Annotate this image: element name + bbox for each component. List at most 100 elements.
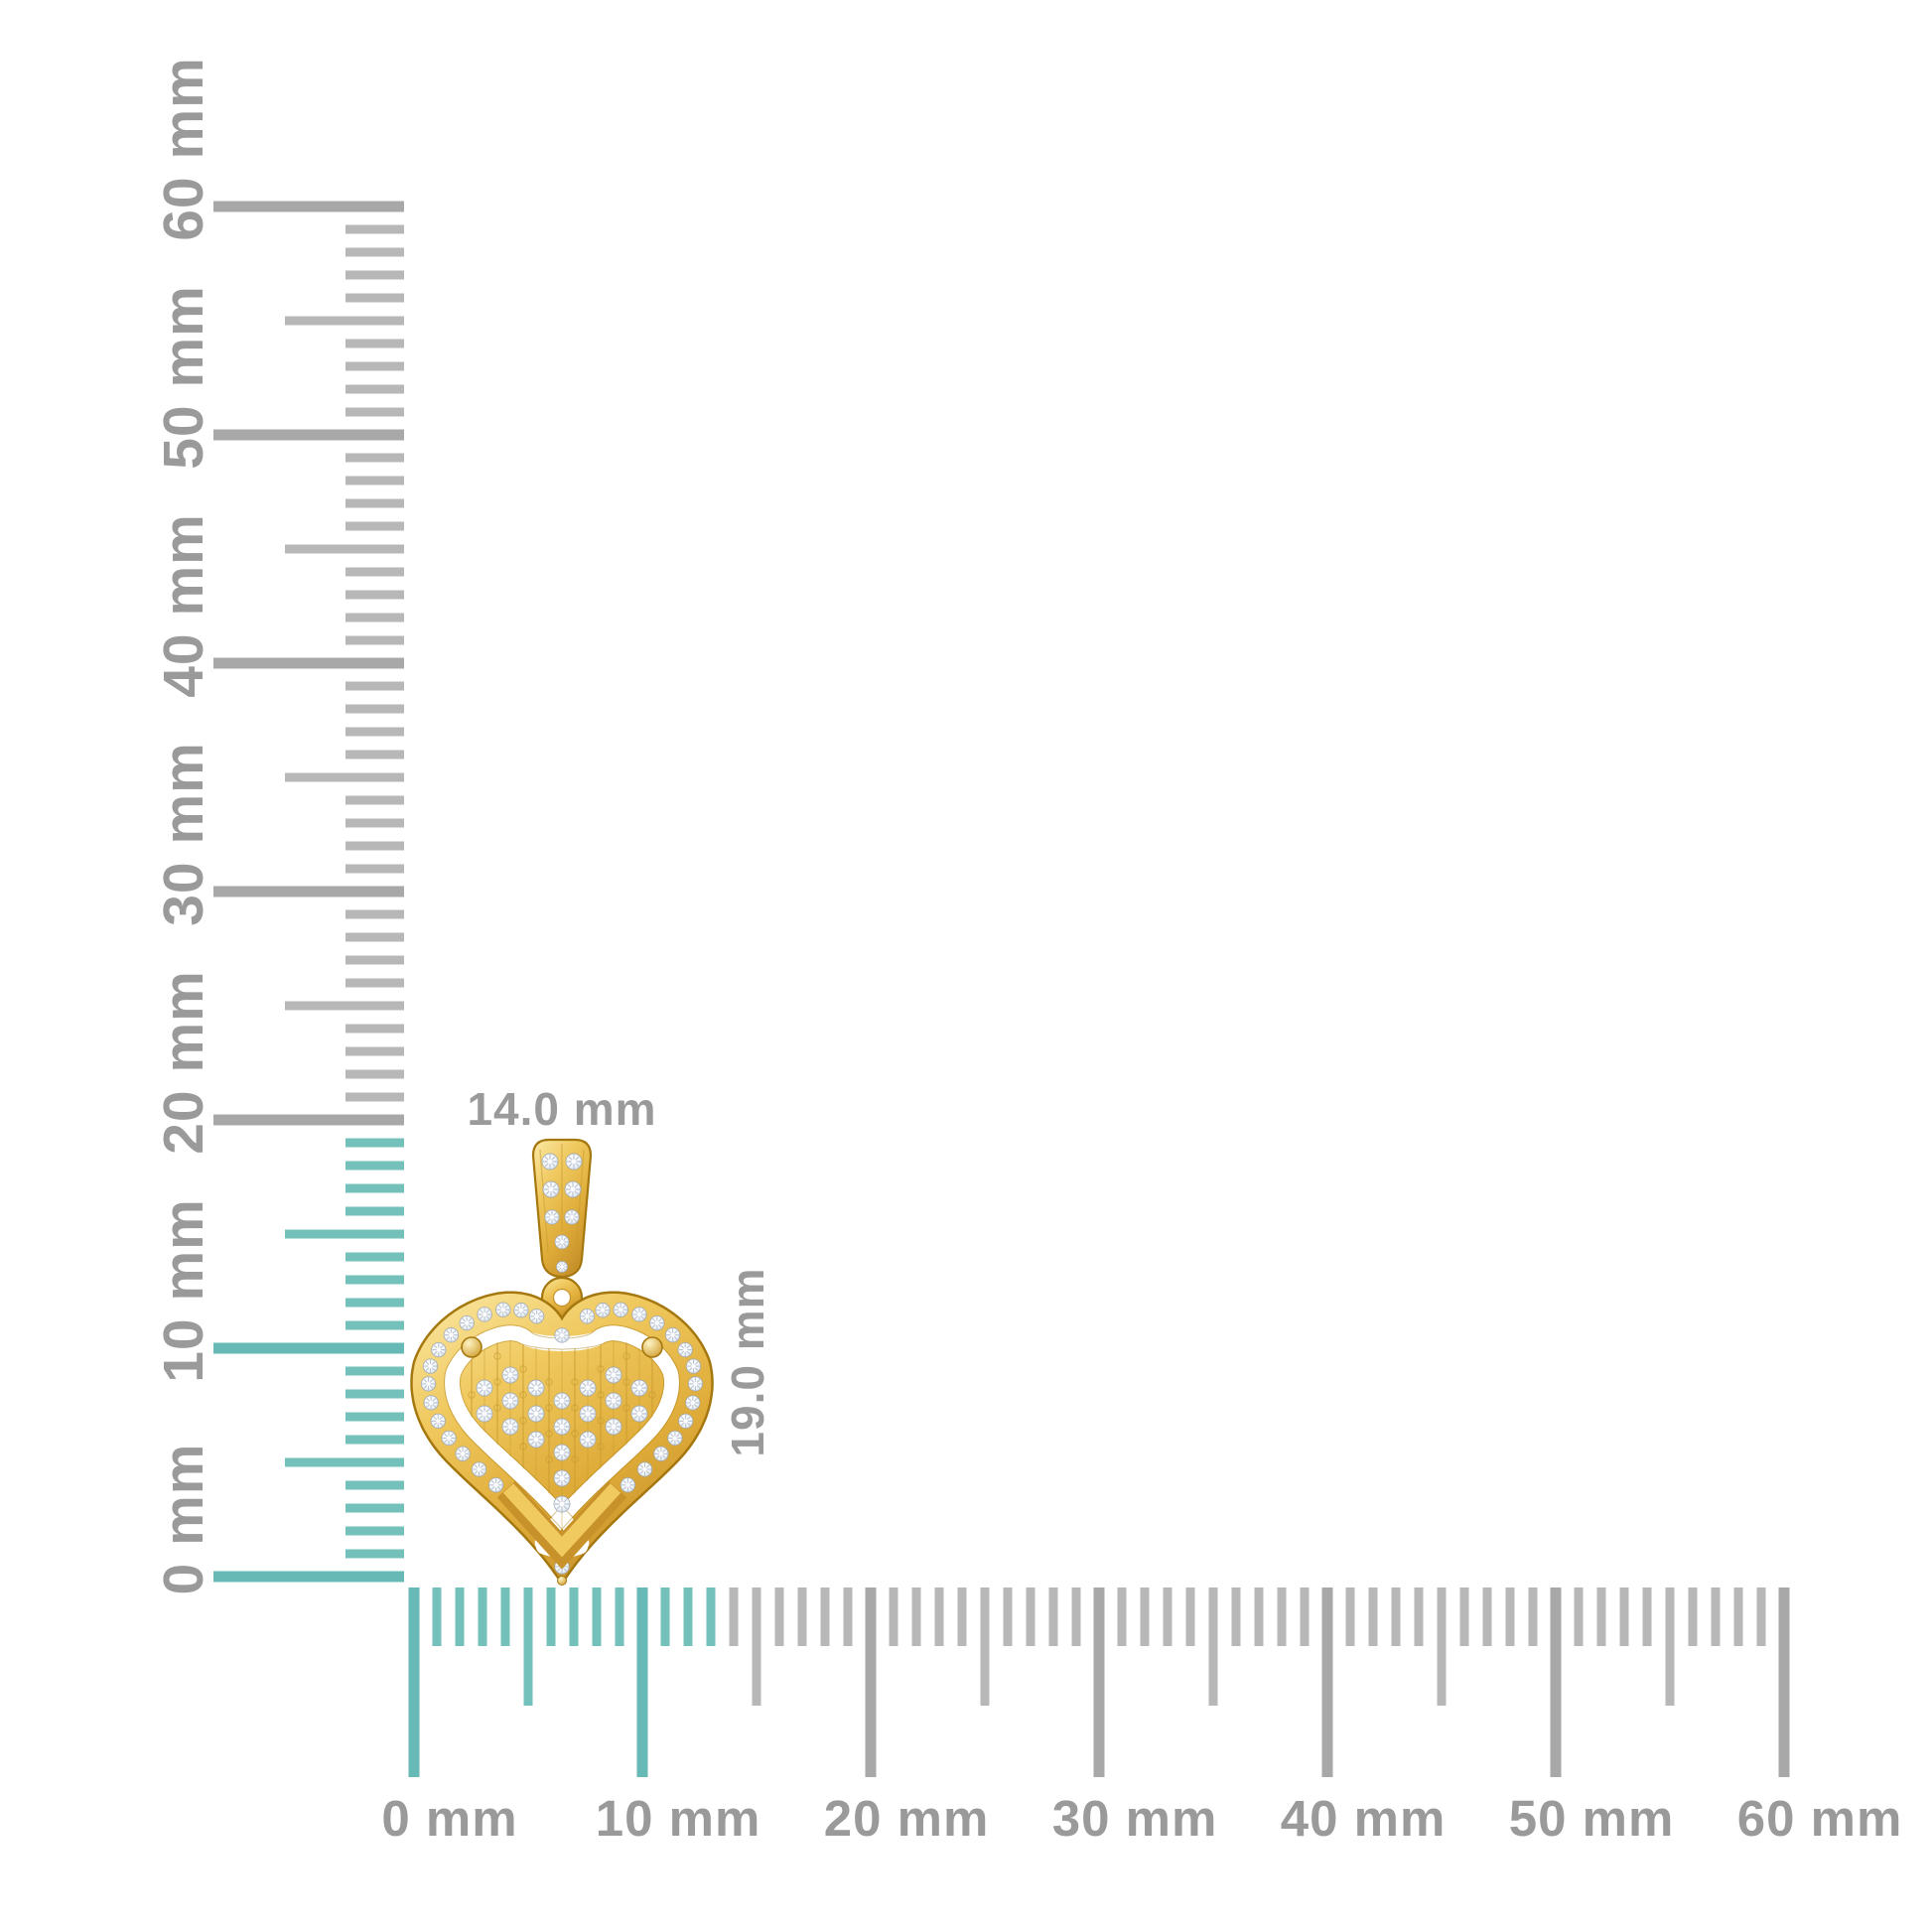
v-ruler-tick-34mm <box>345 795 404 805</box>
v-ruler-tick-3mm <box>345 1503 404 1513</box>
diamond <box>605 1366 622 1384</box>
diamond <box>495 1302 511 1317</box>
h-ruler-label: 60 mm <box>1737 1790 1903 1847</box>
v-ruler-tick-28mm <box>345 932 404 942</box>
h-ruler-tick-44mm <box>1414 1587 1424 1646</box>
v-ruler-tick-24mm <box>345 1024 404 1034</box>
h-ruler-tick-23mm <box>934 1587 944 1646</box>
v-ruler-tick-7mm <box>345 1412 404 1422</box>
diamond <box>471 1461 487 1477</box>
h-ruler-tick-50mm <box>1550 1587 1562 1777</box>
diamond <box>564 1180 582 1198</box>
pave-diamonds <box>476 1366 648 1513</box>
h-ruler-tick-20mm <box>865 1587 877 1777</box>
v-ruler-tick-35mm <box>285 772 404 782</box>
v-ruler-tick-26mm <box>345 978 404 988</box>
v-ruler-tick-32mm <box>345 841 404 851</box>
v-ruler-tick-25mm <box>285 1001 404 1011</box>
diamond <box>476 1405 493 1423</box>
h-ruler-tick-10mm <box>636 1587 648 1777</box>
diamond <box>579 1379 597 1397</box>
diamond <box>613 1302 628 1317</box>
diamond <box>430 1413 446 1430</box>
h-ruler-tick-16mm <box>774 1587 784 1646</box>
h-ruler-tick-38mm <box>1277 1587 1287 1646</box>
v-ruler-tick-19mm <box>345 1138 404 1148</box>
diamond <box>541 1153 559 1171</box>
v-ruler-tick-29mm <box>345 909 404 919</box>
diamond <box>477 1307 492 1322</box>
h-ruler-tick-28mm <box>1048 1587 1058 1646</box>
h-ruler-tick-47mm <box>1482 1587 1492 1646</box>
prong-left <box>461 1336 483 1358</box>
diamond <box>527 1379 545 1397</box>
v-ruler-label: 20 mm <box>152 970 215 1155</box>
heart-frame <box>410 1291 714 1587</box>
h-ruler-tick-25mm <box>980 1587 990 1706</box>
diamond <box>595 1303 611 1318</box>
h-ruler-tick-24mm <box>957 1587 967 1646</box>
diamond <box>579 1431 597 1449</box>
v-ruler-label: 30 mm <box>152 742 215 926</box>
diamond <box>667 1430 683 1447</box>
diamond <box>542 1180 560 1198</box>
h-ruler-tick-33mm <box>1163 1587 1173 1646</box>
diamond <box>554 1234 570 1250</box>
v-ruler-tick-43mm <box>345 590 404 600</box>
h-ruler-tick-22mm <box>911 1587 921 1646</box>
h-ruler-label: 40 mm <box>1281 1790 1447 1847</box>
h-ruler-tick-58mm <box>1733 1587 1743 1646</box>
v-ruler-tick-2mm <box>345 1526 404 1536</box>
h-ruler-tick-45mm <box>1437 1587 1447 1706</box>
v-ruler-tick-59mm <box>345 224 404 234</box>
h-ruler-label: 50 mm <box>1509 1790 1675 1847</box>
h-ruler-tick-59mm <box>1756 1587 1766 1646</box>
h-ruler-tick-8mm <box>592 1587 602 1646</box>
v-ruler-tick-38mm <box>345 704 404 714</box>
h-ruler-tick-15mm <box>752 1587 761 1706</box>
h-ruler-label: 30 mm <box>1052 1790 1218 1847</box>
h-ruler-label: 0 mm <box>381 1790 517 1847</box>
v-ruler-tick-52mm <box>345 384 404 394</box>
h-ruler-tick-12mm <box>683 1587 693 1646</box>
h-ruler-tick-32mm <box>1140 1587 1150 1646</box>
h-ruler-tick-40mm <box>1321 1587 1333 1777</box>
prong-right <box>641 1336 663 1358</box>
diamond <box>555 1260 569 1274</box>
v-ruler-tick-45mm <box>285 544 404 554</box>
v-ruler-tick-57mm <box>345 270 404 280</box>
h-ruler-tick-3mm <box>478 1587 487 1646</box>
v-ruler-tick-1mm <box>345 1549 404 1559</box>
v-ruler-tick-4mm <box>345 1480 404 1490</box>
h-ruler-tick-17mm <box>797 1587 807 1646</box>
diamond <box>544 1209 560 1225</box>
h-ruler-tick-11mm <box>660 1587 670 1646</box>
h-ruler-tick-37mm <box>1254 1587 1264 1646</box>
diamond <box>678 1413 694 1430</box>
diamond <box>687 1376 704 1392</box>
diamond <box>459 1314 475 1331</box>
diamond <box>553 1469 571 1487</box>
v-ruler-tick-37mm <box>345 727 404 737</box>
h-ruler-label: 10 mm <box>596 1790 761 1847</box>
diamond <box>554 1327 570 1343</box>
h-ruler-tick-30mm <box>1093 1587 1105 1777</box>
diamond <box>487 1477 504 1493</box>
diamond <box>649 1314 665 1331</box>
diamond <box>564 1209 580 1225</box>
diamond <box>420 1376 437 1392</box>
v-ruler-tick-15mm <box>285 1229 404 1239</box>
v-ruler-tick-46mm <box>345 521 404 531</box>
diamond <box>677 1341 693 1358</box>
h-ruler-tick-57mm <box>1711 1587 1721 1646</box>
vertical-ruler: 0 mm 10 mm 20 mm 30 mm 40 mm 50 mm 60 mm <box>152 57 404 1594</box>
v-ruler-tick-36mm <box>345 750 404 759</box>
diamond <box>620 1477 636 1493</box>
h-ruler-tick-1mm <box>432 1587 442 1646</box>
diamond <box>501 1366 519 1384</box>
v-ruler-tick-50mm <box>213 429 404 441</box>
h-ruler-label: 20 mm <box>824 1790 990 1847</box>
v-ruler-tick-0mm <box>213 1571 404 1583</box>
